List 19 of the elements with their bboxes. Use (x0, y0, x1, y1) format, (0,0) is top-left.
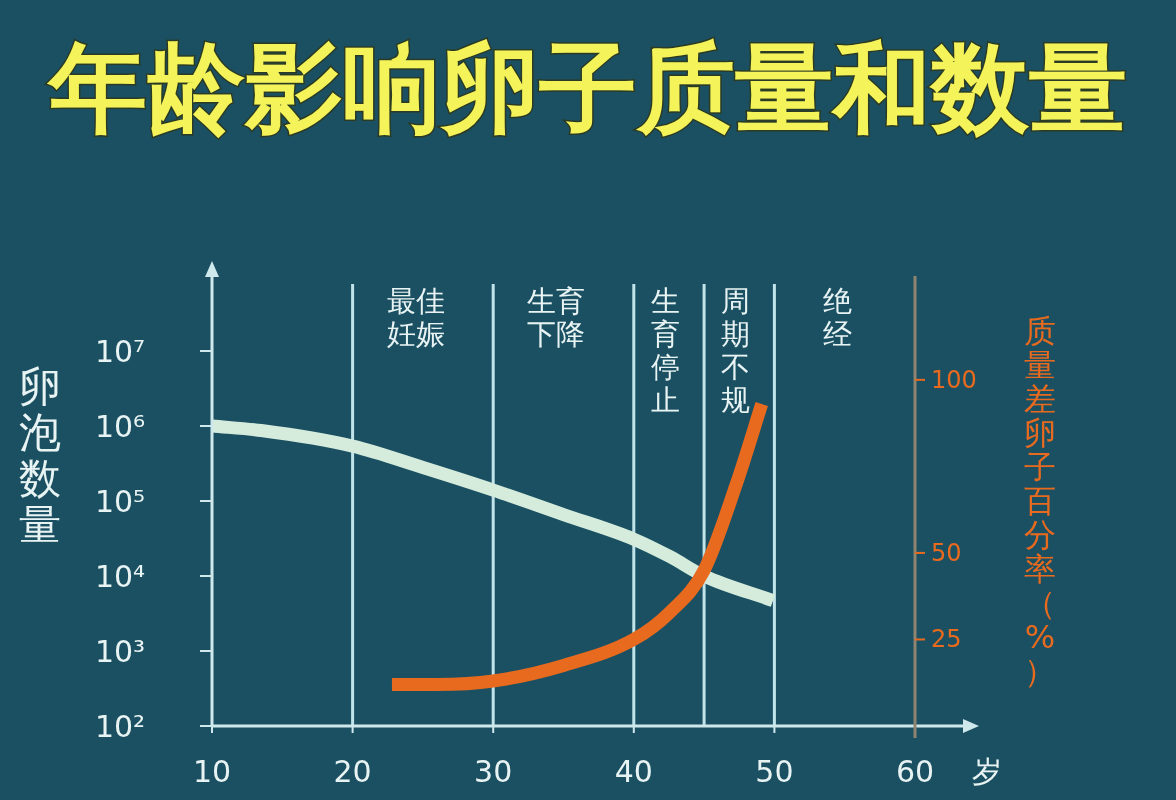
x-tick-label: 10 (192, 753, 232, 789)
y2label: 质量差卵子百分率（%） (1024, 312, 1056, 691)
x-tick-label: 30 (474, 753, 513, 789)
x-tick-label: 40 (614, 753, 653, 789)
xlabel: 岁 (972, 753, 1002, 789)
x-tick-label: 50 (755, 753, 794, 789)
y-tick-label: 10⁴ (94, 558, 146, 594)
title: 年龄影响卵子质量和数量 (49, 31, 1127, 145)
y-tick-label: 10⁶ (94, 408, 146, 444)
x-tick-label: 20 (333, 753, 372, 789)
y-tick-label: 10² (94, 708, 146, 744)
y-tick-label: 10⁷ (94, 333, 146, 369)
y-tick-label: 10⁵ (94, 483, 146, 519)
ylabel: 卵泡数量 (19, 361, 61, 549)
y2-tick-label: 100 (931, 365, 977, 394)
y2-tick-label: 50 (931, 538, 962, 567)
y-tick-label: 10³ (94, 633, 146, 669)
y2-tick-label: 25 (931, 625, 962, 654)
x-tick-label: 60 (895, 753, 935, 789)
